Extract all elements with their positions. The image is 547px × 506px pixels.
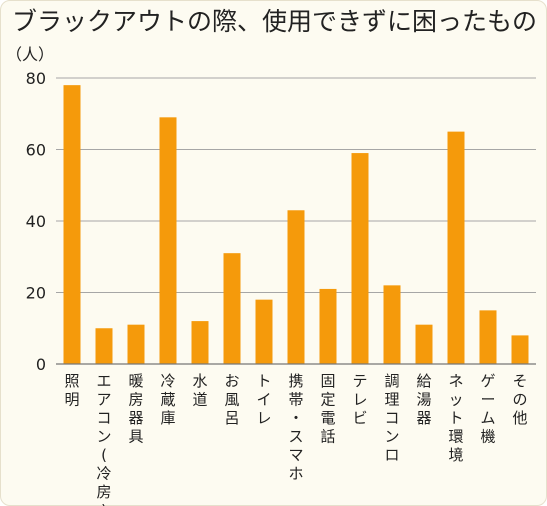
bar — [159, 117, 177, 364]
bar — [447, 131, 465, 364]
y-tick-label: 20 — [26, 284, 46, 303]
bar — [63, 85, 81, 365]
x-tick-label: 水道 — [192, 372, 207, 409]
bar — [127, 324, 145, 364]
bar — [383, 285, 401, 364]
x-tick-label: 照明 — [64, 372, 79, 409]
bar — [255, 299, 273, 364]
x-tick-label: ゲーム機 — [480, 372, 495, 446]
bar — [479, 310, 497, 364]
x-tick-label: テレビ — [352, 372, 367, 427]
y-tick-label: 60 — [26, 141, 46, 160]
bar — [95, 328, 113, 364]
bar — [319, 288, 337, 364]
x-tick-label: お風呂 — [224, 372, 239, 427]
x-tick-label: 暖房器具 — [128, 372, 143, 446]
y-tick-label: 40 — [26, 212, 46, 231]
x-tick-label: その他 — [512, 372, 527, 427]
x-tick-label: 調理コンロ — [384, 372, 399, 464]
x-tick-label: エアコン(冷房) — [96, 372, 111, 506]
bar — [511, 335, 529, 364]
y-tick-label: 80 — [26, 69, 46, 88]
y-tick-label: 0 — [36, 355, 46, 374]
bar — [223, 253, 241, 364]
x-tick-label: 給湯器 — [416, 372, 431, 427]
bar — [287, 210, 305, 364]
x-tick-label: 固定電話 — [320, 372, 335, 446]
bar — [191, 321, 209, 364]
bar — [415, 324, 433, 364]
x-tick-label: トイレ — [256, 372, 271, 427]
chart-title: ブラックアウトの際、使用できずに困ったもの — [12, 7, 537, 36]
x-tick-label: ネット環境 — [448, 372, 463, 464]
x-tick-label: 携帯・スマホ — [288, 372, 303, 483]
x-tick-label: 冷蔵庫 — [160, 372, 175, 427]
y-unit-label: （人） — [6, 45, 54, 64]
bar — [351, 153, 369, 364]
